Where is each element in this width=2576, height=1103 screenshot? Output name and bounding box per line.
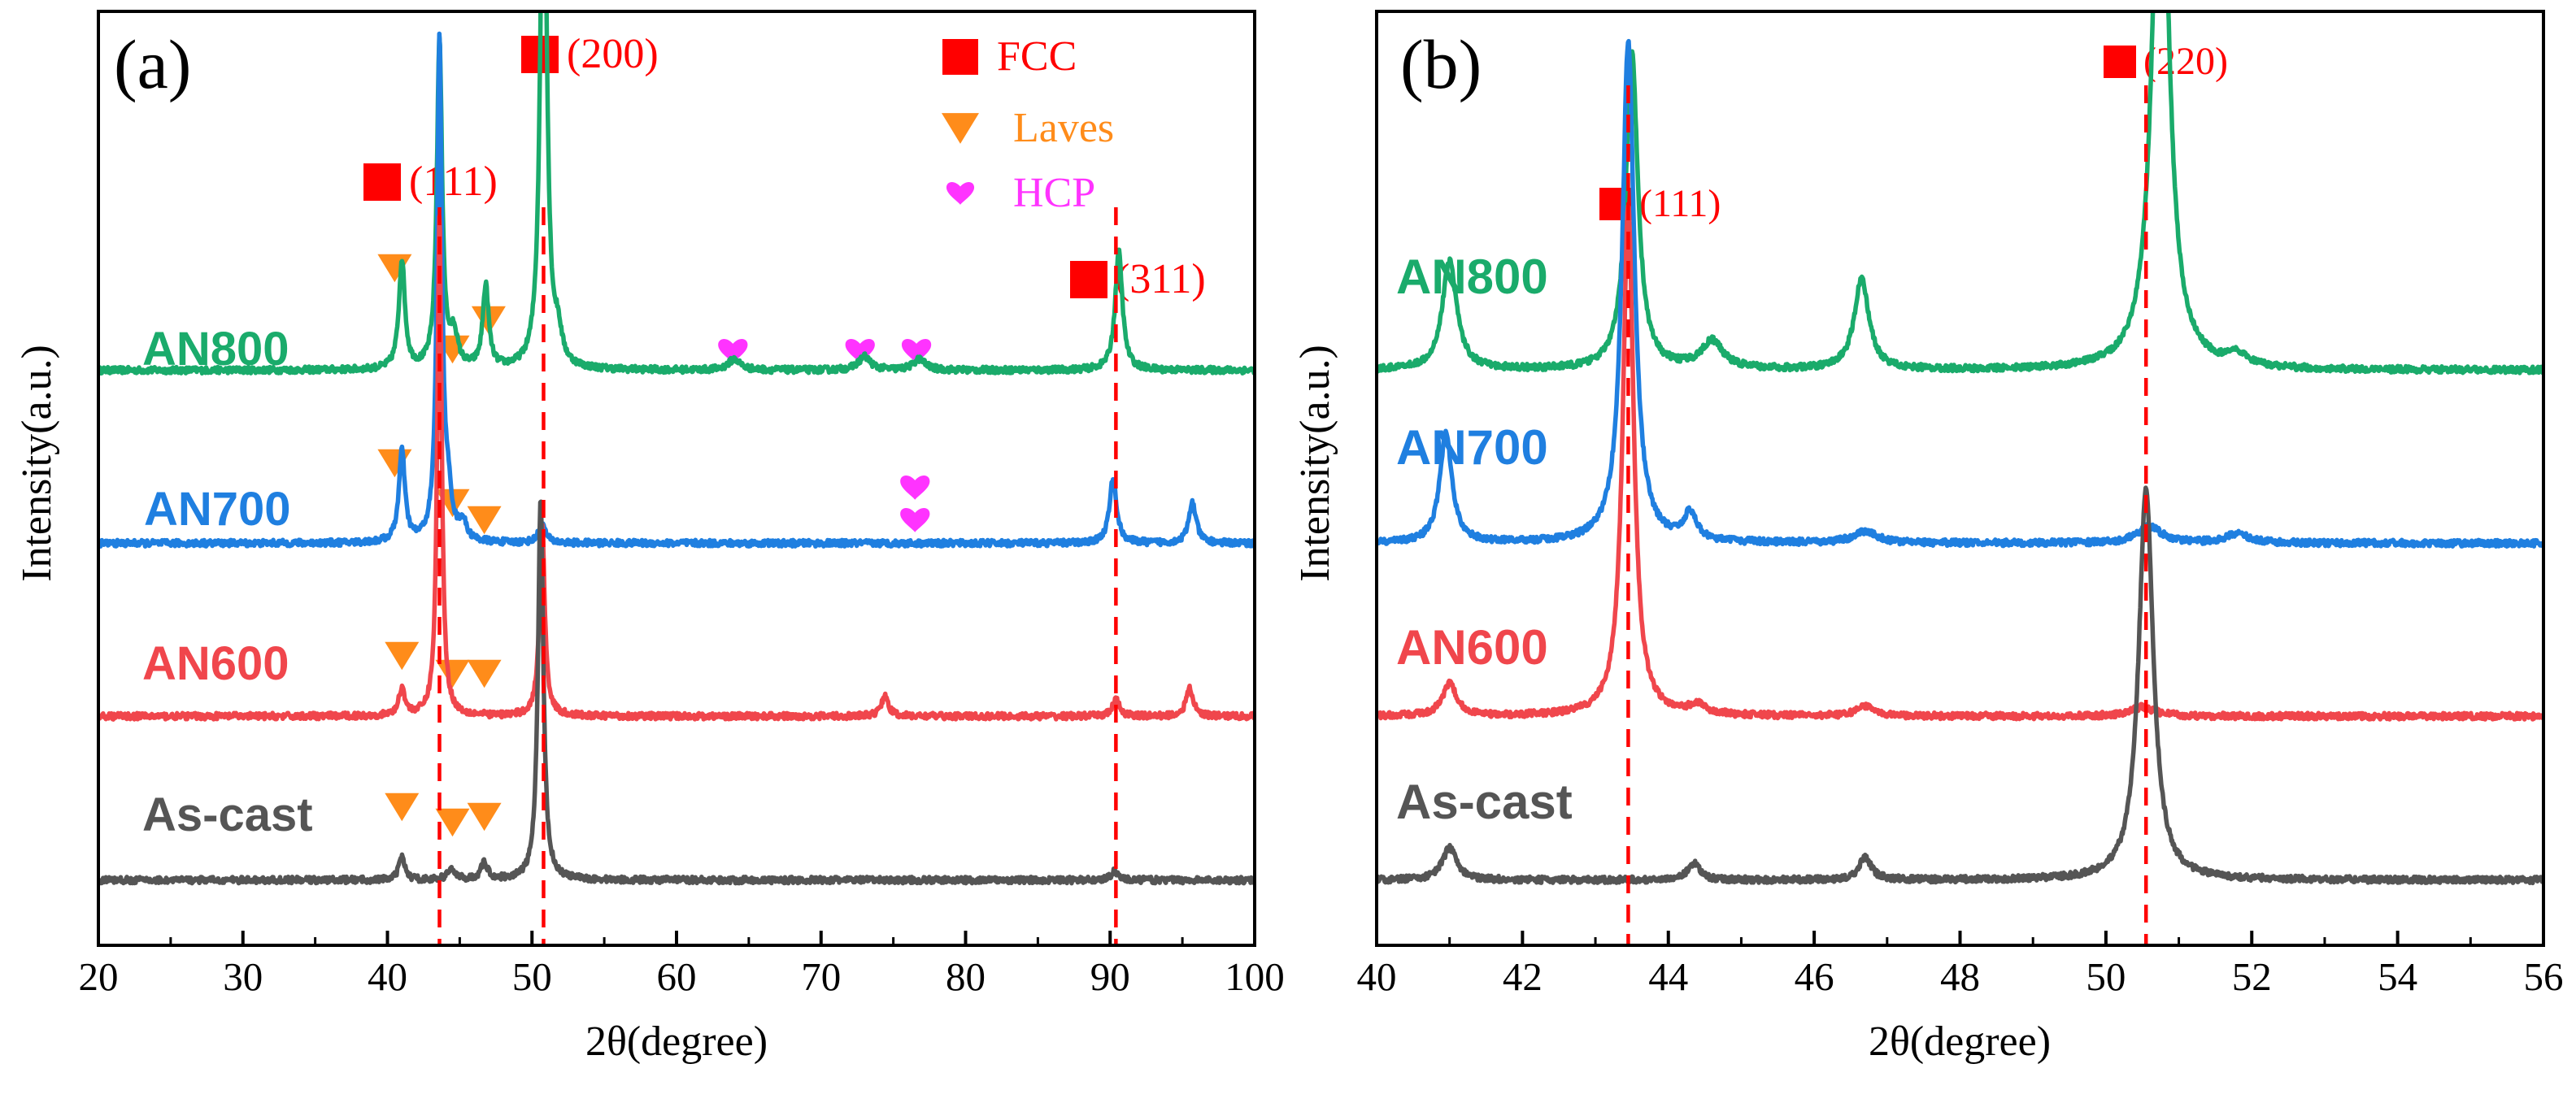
x-tick-label: 54 [2378, 954, 2417, 999]
legend-hcp-label: HCP [1013, 170, 1095, 216]
panel-a-legend: FCC Laves HCP [942, 33, 1114, 216]
panel-a-series-labels: AN800 AN700 AN600 As-cast [142, 323, 313, 841]
series-label-an800: AN800 [1396, 250, 1548, 304]
hcp-heart-icon [901, 339, 932, 363]
hcp-heart-icon [900, 476, 930, 500]
series-line-an700 [1377, 38, 2543, 549]
panel-b-peak-annotations: (111) (220) [1599, 40, 2228, 225]
series-label-an700: AN700 [144, 483, 291, 536]
x-tick-label: 48 [1940, 954, 1980, 999]
x-tick-label: 70 [801, 954, 841, 999]
laves-triangle-icon [467, 506, 502, 535]
x-tick-label: 50 [2086, 954, 2126, 999]
x-tick-label: 40 [368, 954, 407, 999]
x-tick-label: 56 [2524, 954, 2564, 999]
series-line-an800 [1377, 11, 2543, 376]
x-tick-label: 44 [1648, 954, 1688, 999]
laves-triangle-icon [942, 113, 979, 144]
laves-triangle-icon [467, 659, 502, 688]
x-tick-label: 30 [223, 954, 263, 999]
series-label-an600: AN600 [1396, 620, 1548, 675]
annotation-111: (111) [1639, 182, 1721, 225]
panel-a: (a) Intensity(a.u.) 2θ(degree) FCC Laves… [14, 10, 1285, 1065]
panel-b: (b) Intensity(a.u.) 2θ(degree) (111) (22… [1292, 10, 2564, 1065]
panel-b-y-axis-label: Intensity(a.u.) [1292, 345, 1338, 582]
panel-b-label: (b) [1400, 25, 1482, 103]
laves-triangle-icon [435, 808, 470, 837]
x-tick-label: 20 [79, 954, 119, 999]
annotation-200: (200) [567, 31, 659, 77]
x-tick-label: 52 [2232, 954, 2272, 999]
annotation-111: (111) [409, 159, 498, 205]
x-tick-label: 50 [512, 954, 552, 999]
x-tick-label: 80 [946, 954, 986, 999]
annotation-220: (220) [2143, 40, 2228, 83]
series-label-as-cast: As-cast [142, 788, 313, 841]
panel-b-x-axis-label: 2θ(degree) [1869, 1018, 2051, 1065]
laves-triangle-icon [385, 641, 420, 671]
series-label-as-cast: As-cast [1396, 775, 1573, 829]
series-label-an700: AN700 [1396, 420, 1548, 475]
x-tick-label: 40 [1357, 954, 1397, 999]
hcp-heart-icon [845, 339, 875, 363]
x-tick-label: 90 [1090, 954, 1130, 999]
annotation-311: (311) [1116, 256, 1206, 302]
x-tick-label: 60 [657, 954, 697, 999]
laves-triangle-icon [377, 449, 412, 478]
x-tick-label: 100 [1225, 954, 1285, 999]
fcc-square-icon [1070, 261, 1107, 298]
hcp-heart-icon [946, 181, 975, 205]
panel-b-series-labels: AN800 AN700 AN600 As-cast [1396, 250, 1573, 829]
fcc-square-icon [942, 39, 978, 75]
panel-a-x-axis-label: 2θ(degree) [585, 1018, 768, 1065]
series-line-an600 [1377, 203, 2543, 722]
series-line-as-cast [98, 499, 1255, 886]
x-tick-label: 42 [1503, 954, 1543, 999]
series-label-an600: AN600 [142, 637, 289, 690]
legend-fcc-label: FCC [997, 33, 1077, 80]
series-line-an800 [98, 11, 1255, 376]
laves-triangle-icon [385, 793, 420, 822]
fcc-square-icon [2104, 46, 2136, 78]
series-line-an600 [98, 214, 1255, 722]
series-line-an700 [98, 31, 1255, 549]
series-line-as-cast [1377, 485, 2543, 886]
x-tick-label: 46 [1795, 954, 1834, 999]
laves-triangle-icon [377, 254, 412, 283]
legend-laves-label: Laves [1013, 105, 1114, 151]
panel-a-y-axis-label: Intensity(a.u.) [14, 345, 60, 582]
fcc-square-icon [363, 163, 401, 201]
panel-a-label: (a) [114, 25, 191, 103]
hcp-heart-icon [718, 339, 748, 363]
hcp-heart-icon [900, 508, 930, 532]
laves-triangle-icon [467, 802, 502, 832]
laves-triangle-icon [435, 659, 470, 688]
